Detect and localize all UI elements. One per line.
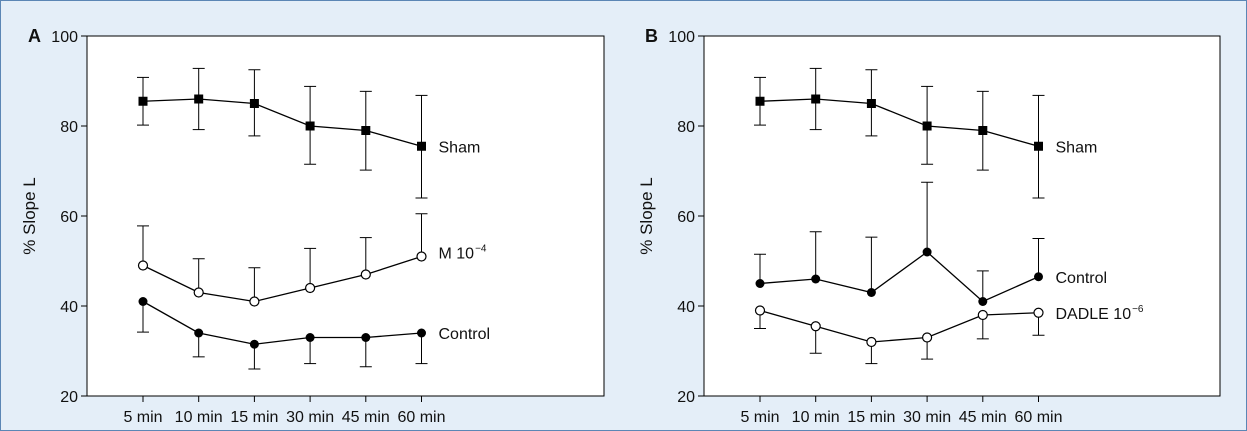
data-point [866, 288, 876, 297]
x-tick-label: 15 min [230, 409, 278, 426]
x-tick-label: 10 min [792, 409, 840, 426]
data-point [361, 126, 371, 135]
x-tick-label: 45 min [342, 409, 390, 426]
panel-label: A [28, 26, 41, 46]
series-sham: Sham [754, 67, 1098, 199]
series-label-name: Control [439, 326, 491, 343]
series-label-name: DADLE 10 [1056, 306, 1132, 323]
series-label: M 10−4 [439, 244, 487, 263]
panel-b: 20 40 60 80 100 5 min 10 min 15 min 30 min 45 min… [637, 26, 1221, 426]
data-point [138, 96, 148, 106]
data-point [249, 296, 260, 307]
data-point [417, 141, 426, 151]
series-sham: Sham [137, 67, 481, 199]
series-m-10: M 10−4 [137, 213, 487, 307]
series-control: Control [754, 181, 1108, 306]
x-tick-label: 15 min [847, 409, 895, 426]
x-tick-label: 10 min [175, 409, 223, 426]
series-dadle-10: DADLE 10−6 [754, 304, 1144, 365]
x-tick-label: 5 min [123, 409, 162, 426]
data-point [921, 332, 933, 343]
panel-label: B [645, 26, 658, 46]
data-point [978, 297, 988, 306]
series-label: Sham [1056, 139, 1098, 156]
data-point [416, 251, 427, 262]
data-point [305, 282, 316, 294]
data-point [194, 94, 204, 104]
panel-a: 20 40 60 80 100 5 min 10 min 15 min 30 min 45 min… [20, 26, 605, 426]
data-point [755, 96, 765, 106]
data-point [305, 121, 315, 131]
y-tick-label: 60 [677, 209, 695, 226]
y-tick-label: 100 [51, 29, 78, 46]
series-label-name: Control [1056, 270, 1108, 287]
plot-area [86, 35, 605, 397]
data-point [811, 94, 821, 104]
y-tick-label: 60 [60, 209, 78, 226]
series-line [142, 255, 422, 303]
data-point [810, 321, 821, 332]
y-tick-label: 100 [668, 29, 695, 46]
series-label: DADLE 10−6 [1056, 304, 1144, 323]
series-line [759, 251, 1039, 303]
data-point [1033, 307, 1044, 318]
data-point [194, 328, 204, 338]
x-tick-label: 60 min [1014, 409, 1062, 426]
series-line [142, 300, 422, 345]
y-tick-label: 80 [60, 119, 78, 136]
data-point [811, 274, 821, 284]
series-label-name: Sham [1056, 139, 1098, 156]
series-line [759, 309, 1039, 343]
y-tick-label: 80 [677, 119, 695, 136]
data-point [977, 309, 988, 321]
x-tick-label: 30 min [286, 409, 334, 426]
series-line [142, 98, 422, 147]
series-label: Control [439, 326, 491, 343]
x-tick-label: 30 min [903, 409, 951, 426]
series-control: Control [137, 297, 491, 370]
data-point [361, 333, 371, 342]
data-point [1034, 141, 1043, 151]
data-point [978, 126, 988, 135]
data-point [360, 269, 371, 280]
data-point [138, 297, 148, 306]
data-point [755, 279, 765, 288]
x-tick-label: 45 min [959, 409, 1007, 426]
x-tick-label: 60 min [397, 409, 445, 426]
data-point [137, 260, 149, 271]
data-point [922, 247, 932, 257]
series-label-exponent: −6 [1132, 304, 1144, 315]
series-label-name: M 10 [439, 246, 475, 263]
y-tick-label: 20 [60, 389, 78, 406]
series-label: Control [1056, 270, 1108, 287]
y-axis-label: % Slope L [637, 177, 656, 255]
plot-area [703, 35, 1221, 397]
y-axis-label: % Slope L [20, 177, 39, 255]
series-line [759, 98, 1039, 147]
y-tick-label: 20 [677, 389, 695, 406]
data-point [249, 339, 259, 349]
data-point [754, 305, 766, 316]
data-point [249, 99, 259, 108]
data-point [866, 336, 877, 348]
series-label-exponent: −4 [475, 244, 487, 255]
data-point [305, 333, 315, 342]
data-point [193, 287, 204, 298]
y-tick-label: 40 [60, 299, 78, 316]
data-point [866, 99, 876, 108]
data-point [1034, 272, 1043, 282]
y-tick-label: 40 [677, 299, 695, 316]
series-label: Sham [439, 139, 481, 156]
data-point [922, 121, 932, 131]
data-point [417, 328, 426, 338]
x-tick-label: 5 min [740, 409, 779, 426]
series-label-name: Sham [439, 139, 481, 156]
